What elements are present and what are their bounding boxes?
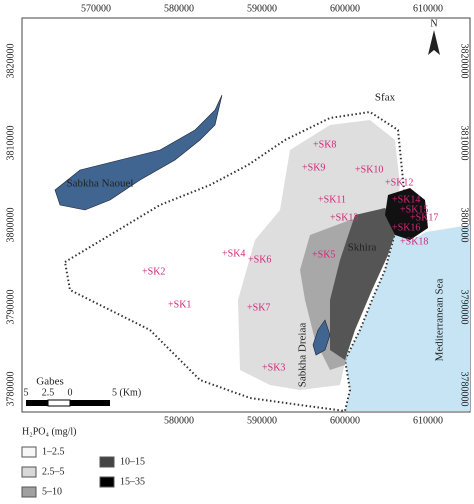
legend-swatch <box>21 446 37 458</box>
north-label: N <box>430 18 437 29</box>
y-tick-label: 3820000 <box>459 44 470 79</box>
y-tick-label: 3810000 <box>5 126 16 161</box>
zone-15-35 <box>385 188 428 240</box>
legend-swatch <box>99 456 115 468</box>
place-label: Sabkha Dreiaa <box>297 323 309 388</box>
x-tick-label: 580000 <box>164 3 194 14</box>
y-tick-label: 3790000 <box>5 290 16 325</box>
sample-label: +SK15 <box>400 204 428 215</box>
sea <box>345 222 470 411</box>
sample-label: +SK2 <box>142 266 165 277</box>
place-label: Mediterranean Sea <box>434 279 446 362</box>
sample-label: +SK18 <box>400 236 428 247</box>
sabkha-naouel <box>54 94 223 211</box>
sample-label: +SK9 <box>302 162 325 173</box>
sample-label: +SK17 <box>410 212 438 223</box>
y-tick-label: 3790000 <box>459 290 470 325</box>
scale-label: 5 <box>24 387 29 398</box>
x-tick-label: 590000 <box>247 415 277 426</box>
scale-label: 0 <box>68 387 73 398</box>
legend-swatch <box>99 476 115 488</box>
y-tick-label: 3780000 <box>5 372 16 407</box>
zone-10-15 <box>330 208 398 360</box>
sample-label: +SK11 <box>318 194 346 205</box>
x-tick-label: 610000 <box>413 415 443 426</box>
legend-label: 5–10 <box>42 486 62 497</box>
place-label: Sabkha Naouel <box>67 178 134 190</box>
y-tick-label: 3800000 <box>459 208 470 243</box>
legend-label: 15–35 <box>120 476 145 487</box>
sample-label: +SK13 <box>330 212 358 223</box>
x-tick-label: 590000 <box>247 3 277 14</box>
sample-label: +SK16 <box>392 222 420 233</box>
x-tick-label: 600000 <box>330 415 360 426</box>
legend-title: H₂PO₄ (mg/l) <box>22 426 76 437</box>
place-label: Gabes <box>36 376 64 388</box>
legend-swatch <box>21 466 37 478</box>
scale-label: 2.5 <box>42 387 55 398</box>
sample-label: +SK6 <box>248 254 271 265</box>
scale-seg <box>26 400 48 406</box>
place-label: Sfax <box>375 92 396 104</box>
x-tick-label: 580000 <box>164 415 194 426</box>
place-label: Skhira <box>348 242 377 254</box>
y-tick-label: 3820000 <box>5 44 16 79</box>
x-tick-label: 610000 <box>413 3 443 14</box>
legend-label: 1–2.5 <box>42 446 65 457</box>
legend-swatch <box>21 486 37 498</box>
scale-label: 5 (Km) <box>112 387 141 398</box>
sample-label: +SK5 <box>312 249 335 260</box>
y-tick-label: 3780000 <box>459 372 470 407</box>
sample-label: +SK1 <box>168 299 191 310</box>
legend-label: 2.5–5 <box>42 466 65 477</box>
sample-label: +SK8 <box>313 139 336 150</box>
sample-label: +SK14 <box>392 194 420 205</box>
sample-label: +SK10 <box>355 164 383 175</box>
scale-seg <box>47 399 71 407</box>
north-arrow <box>428 30 440 55</box>
sample-label: +SK12 <box>385 177 413 188</box>
scale-seg <box>70 400 110 406</box>
legend-label: 10–15 <box>120 456 145 467</box>
sample-label: +SK4 <box>222 248 245 259</box>
y-tick-label: 3810000 <box>459 126 470 161</box>
x-tick-label: 600000 <box>330 3 360 14</box>
x-tick-label: 570000 <box>81 3 111 14</box>
sabkha-dreiaa <box>312 319 331 356</box>
sample-label: +SK3 <box>262 362 285 373</box>
y-tick-label: 3800000 <box>5 208 16 243</box>
sample-label: +SK7 <box>247 302 270 313</box>
